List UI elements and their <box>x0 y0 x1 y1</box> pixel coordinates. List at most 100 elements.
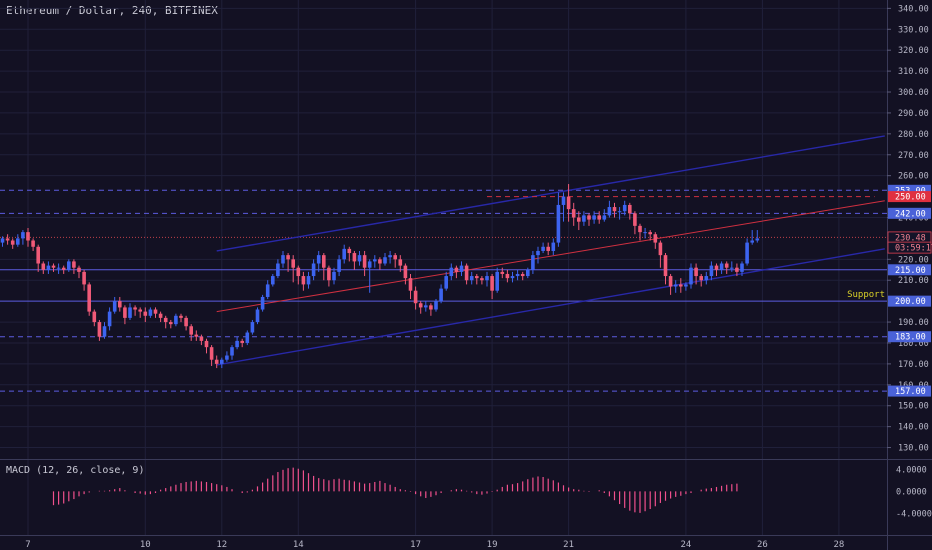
candle-body <box>628 204 632 214</box>
candle-body <box>245 332 250 343</box>
price-label: 230.48 <box>895 233 926 243</box>
price-label-box <box>888 385 931 397</box>
candle-body <box>597 215 601 220</box>
candle-body <box>240 340 244 343</box>
time-tick-label: 26 <box>757 540 768 550</box>
macd-title: MACD (12, 26, close, 9) <box>6 465 145 476</box>
candle-body <box>123 307 127 318</box>
candle-body <box>158 313 163 318</box>
candle-body <box>56 267 61 269</box>
candle-body <box>526 269 530 277</box>
price-tick-label: 130.00 <box>898 444 929 454</box>
candle-body <box>699 276 703 281</box>
candle-body <box>265 284 270 297</box>
candle-body <box>179 315 183 318</box>
candle-body <box>271 276 275 285</box>
candle-body <box>10 240 15 245</box>
candle-body <box>276 263 280 277</box>
candle-body <box>133 307 137 310</box>
candle-body <box>755 238 760 241</box>
candle-body <box>194 334 199 337</box>
candle-body <box>128 307 132 318</box>
candle-body <box>673 284 678 287</box>
candle-body <box>577 217 581 222</box>
candle-body <box>311 263 316 277</box>
candle-body <box>138 309 142 312</box>
candle-body <box>617 211 622 213</box>
candle-body <box>592 215 596 220</box>
candle-body <box>184 317 188 327</box>
candle-body <box>26 232 30 241</box>
channel-line <box>216 135 885 252</box>
candle-body <box>541 246 545 251</box>
time-tick-label: 7 <box>25 540 30 550</box>
candle-body <box>322 255 326 268</box>
price-tick-label: 270.00 <box>898 151 929 161</box>
candle-body <box>337 259 341 272</box>
candle-body <box>531 255 535 270</box>
candle-body <box>633 213 637 226</box>
candle-body <box>281 255 285 264</box>
candle-body <box>357 255 362 262</box>
candle-body <box>663 255 668 277</box>
candle-body <box>551 242 556 251</box>
candle-body <box>378 259 382 264</box>
price-tick-label: 290.00 <box>898 109 929 119</box>
candle-body <box>454 267 459 272</box>
candle-body <box>730 267 734 269</box>
candle-body <box>153 309 158 314</box>
candle-body <box>214 359 219 364</box>
candle-body <box>0 238 5 243</box>
price-tick-label: 320.00 <box>898 46 929 56</box>
candle-body <box>174 315 178 325</box>
price-label: 215.00 <box>895 266 926 276</box>
channel-line <box>216 248 885 366</box>
candle-body <box>388 255 392 258</box>
candle-body <box>418 303 423 308</box>
candle-body <box>383 257 387 264</box>
price-label-box <box>887 241 932 254</box>
candle-body <box>67 261 71 270</box>
macd-tick-label: 0.0000 <box>896 487 927 497</box>
candle-body <box>622 204 627 212</box>
macd-tick-label: -4.0000 <box>896 509 932 519</box>
candle-body <box>61 267 66 270</box>
candle-body <box>342 248 346 260</box>
price-label-box <box>888 264 931 276</box>
candle-body <box>704 276 709 281</box>
candle-body <box>72 261 76 268</box>
price-tick-label: 210.00 <box>898 276 929 286</box>
candle-body <box>735 267 739 272</box>
price-label: 157.00 <box>895 387 926 397</box>
candle-body <box>367 261 372 268</box>
candle-body <box>189 326 193 335</box>
price-tick-label: 190.00 <box>898 318 929 328</box>
price-label: 03:59:17 <box>895 244 932 254</box>
candle-body <box>587 215 591 220</box>
price-tick-label: 330.00 <box>898 25 929 35</box>
candle-body <box>536 250 540 256</box>
price-tick-label: 140.00 <box>898 423 929 433</box>
candle-body <box>556 204 561 243</box>
candle-body <box>82 271 86 285</box>
price-tick-label: 220.00 <box>898 255 929 265</box>
candle-body <box>495 271 499 291</box>
trend-line <box>216 200 885 313</box>
candle-body <box>316 255 321 264</box>
price-tick-label: 150.00 <box>898 402 929 412</box>
candle-body <box>347 248 352 254</box>
candle-body <box>352 253 357 262</box>
candle-body <box>403 265 408 279</box>
price-label: 242.00 <box>895 209 926 219</box>
time-tick-label: 28 <box>833 540 844 550</box>
price-tick-label: 260.00 <box>898 172 929 182</box>
candle-body <box>373 259 377 262</box>
candle-body <box>740 263 744 272</box>
candle-body <box>612 207 617 212</box>
candle-body <box>582 215 586 222</box>
time-tick-label: 17 <box>410 540 421 550</box>
candle-body <box>684 284 688 287</box>
price-label-box <box>888 207 931 219</box>
candle-body <box>332 271 336 281</box>
